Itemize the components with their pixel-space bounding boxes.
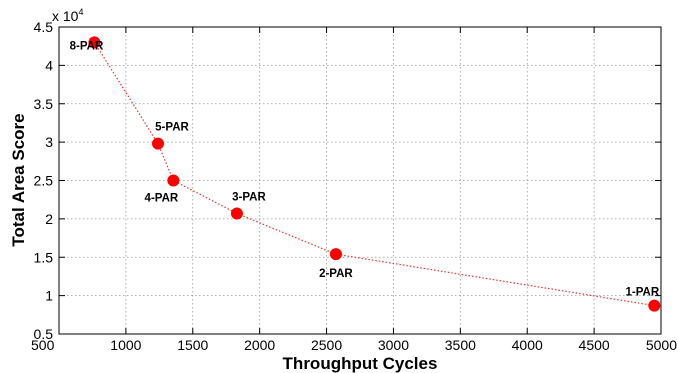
x-tick-label: 1500 <box>177 337 208 353</box>
point-label: 4-PAR <box>145 193 179 205</box>
y-tick-label: 4 <box>45 57 53 73</box>
y-tick-label: 2.5 <box>34 173 54 189</box>
data-point-1-par <box>648 299 661 312</box>
x-tick-label: 3000 <box>378 337 409 353</box>
x-tick-label: 5000 <box>646 337 677 353</box>
y-tick-label: 1 <box>45 288 53 304</box>
point-label: 2-PAR <box>319 268 353 280</box>
data-point-3-par <box>230 207 243 220</box>
point-label: 3-PAR <box>232 192 266 204</box>
data-point-8-par <box>88 36 101 49</box>
y-tick-label: 2 <box>45 211 53 227</box>
data-point-2-par <box>329 248 342 261</box>
x-tick-labels: 500 1000 1500 2000 2500 3000 3500 4000 4500 5000 <box>31 337 677 353</box>
point-label: 8-PAR <box>70 40 104 52</box>
point-label: 1-PAR <box>625 287 659 299</box>
y-tick-labels: 0.5 1 1.5 2 2.5 3 3.5 4 4.5 <box>34 19 54 342</box>
x-tick-label: 3500 <box>445 337 476 353</box>
x-tick-label: 2500 <box>311 337 342 353</box>
data-point-5-par <box>151 137 164 150</box>
plot-frame <box>58 26 662 335</box>
x-tick-label: 500 <box>31 337 55 353</box>
x-tick-label: 4500 <box>579 337 610 353</box>
point-labels: 8-PAR 5-PAR 4-PAR 3-PAR 2-PAR 1-PAR <box>70 40 660 298</box>
y-scale-multiplier: x 104 <box>52 7 83 24</box>
y-tick-label: 3 <box>45 134 53 150</box>
y-tick-label: 4.5 <box>34 19 54 35</box>
data-point-4-par <box>167 174 180 187</box>
point-label: 5-PAR <box>155 122 189 134</box>
y-axis-title: Total Area Score <box>9 113 28 246</box>
grid-lines <box>59 27 661 334</box>
data-points <box>88 36 661 312</box>
y-tick-label: 1.5 <box>34 249 54 265</box>
x-tick-label: 2000 <box>244 337 275 353</box>
series-line <box>93 42 655 307</box>
x-axis-title: Throughput Cycles <box>283 354 438 373</box>
y-tick-label: 0.5 <box>34 326 54 342</box>
y-tick-label: 3.5 <box>34 96 54 112</box>
x-tick-label: 1000 <box>110 337 141 353</box>
x-tick-label: 4000 <box>512 337 543 353</box>
series-line-path <box>93 42 655 307</box>
